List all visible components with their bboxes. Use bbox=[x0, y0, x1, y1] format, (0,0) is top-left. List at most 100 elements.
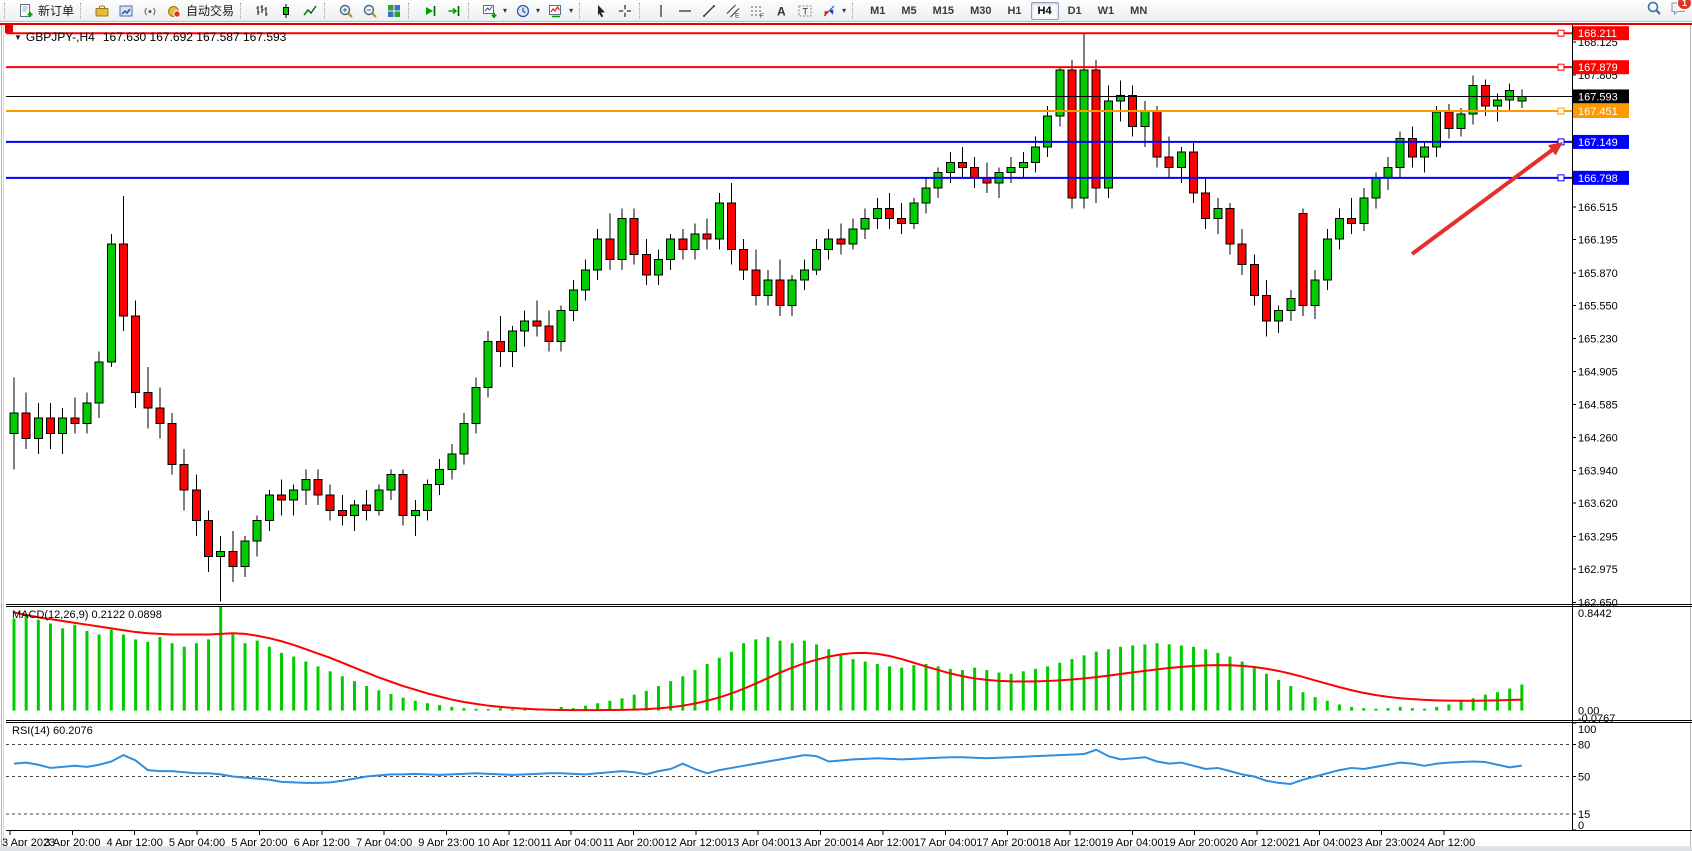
timeframe-button-mn[interactable]: MN bbox=[1130, 4, 1148, 17]
dropdown-caret-icon[interactable]: ▾ bbox=[842, 6, 847, 15]
price-tick-label: 166.515 bbox=[1578, 202, 1618, 214]
candle bbox=[264, 494, 274, 522]
active-window-handle[interactable] bbox=[5, 25, 13, 33]
candle bbox=[167, 422, 177, 465]
chart-shift-button[interactable] bbox=[442, 1, 466, 20]
zoom-out-button[interactable] bbox=[358, 1, 382, 20]
price-line-label-box bbox=[1573, 26, 1629, 41]
candle bbox=[1249, 264, 1259, 296]
bar-chart-mode-button[interactable] bbox=[250, 1, 274, 20]
line-chart-mode-icon bbox=[302, 3, 318, 19]
market-watch-button[interactable] bbox=[114, 1, 138, 20]
new-order-button[interactable]: 新订单 bbox=[14, 1, 78, 20]
toolbar-grip bbox=[4, 2, 10, 19]
candle bbox=[1116, 95, 1126, 102]
auto-trading-button[interactable]: 自动交易 bbox=[162, 1, 238, 20]
candle bbox=[410, 509, 420, 516]
text-label-tool-icon: T bbox=[797, 3, 813, 19]
candle bbox=[45, 417, 55, 435]
line-chart-mode-button[interactable] bbox=[298, 1, 322, 20]
auto-scroll-button[interactable] bbox=[418, 1, 442, 20]
candle bbox=[33, 417, 43, 440]
candle bbox=[362, 504, 372, 511]
rsi-axis-label: 100 bbox=[1578, 724, 1596, 736]
dropdown-caret-icon[interactable]: ▾ bbox=[536, 6, 541, 15]
new-chart-button[interactable]: ▾ bbox=[478, 1, 511, 20]
price-axis: 168.125167.805166.515166.195165.870165.5… bbox=[1572, 26, 1629, 609]
horizontal-line-tool-button[interactable] bbox=[673, 1, 697, 20]
cursor-tool-button[interactable] bbox=[589, 1, 613, 20]
candle bbox=[1225, 207, 1235, 245]
new-order-button-label: 新订单 bbox=[38, 4, 75, 18]
line-handle[interactable] bbox=[1557, 63, 1565, 71]
timeframe-button-m5[interactable]: M5 bbox=[901, 4, 917, 17]
price-tick-label: 165.230 bbox=[1578, 333, 1618, 345]
zoom-in-button[interactable] bbox=[334, 1, 358, 20]
timeframe-button-m30[interactable]: M30 bbox=[970, 4, 992, 17]
price-line-label: 167.451 bbox=[1578, 106, 1618, 118]
candle bbox=[544, 325, 554, 342]
candle bbox=[459, 422, 469, 455]
dropdown-caret-icon[interactable]: ▾ bbox=[503, 6, 508, 15]
candle bbox=[1091, 69, 1101, 189]
profiles-button[interactable] bbox=[90, 1, 114, 20]
equidistant-channel-tool-button[interactable]: E bbox=[721, 1, 745, 20]
candle bbox=[277, 494, 287, 501]
fibonacci-tool-button[interactable]: F bbox=[745, 1, 769, 20]
line-handle[interactable] bbox=[1557, 107, 1565, 115]
signals-button[interactable] bbox=[138, 1, 162, 20]
vertical-line-tool-button[interactable] bbox=[649, 1, 673, 20]
rsi-axis-label: 15 bbox=[1578, 809, 1590, 821]
text-tool-button[interactable]: A bbox=[769, 1, 793, 20]
candle bbox=[617, 218, 627, 261]
candle bbox=[787, 279, 797, 307]
market-watch-icon bbox=[118, 3, 134, 19]
periods-button[interactable]: ▾ bbox=[511, 1, 544, 20]
toolbar: 新订单 自动交易 ▾ ▾ ▾ E F A T ▾ M1 M5 M15 M30 H1 H4 D1 W1 MN 1 bbox=[0, 0, 1692, 22]
candle bbox=[775, 279, 785, 307]
line-handle[interactable] bbox=[1557, 29, 1565, 37]
candle bbox=[836, 238, 846, 245]
candle bbox=[1310, 279, 1320, 307]
price-tick-label: 166.195 bbox=[1578, 235, 1618, 247]
candlestick-mode-button[interactable] bbox=[274, 1, 298, 20]
candle bbox=[82, 402, 92, 424]
search-icon bbox=[1646, 0, 1662, 16]
trend-arrow-annotation[interactable] bbox=[1410, 142, 1563, 256]
timeframe-button-w1[interactable]: W1 bbox=[1097, 4, 1115, 17]
candle bbox=[240, 540, 250, 568]
candle bbox=[1456, 113, 1466, 130]
crosshair-tool-icon bbox=[617, 3, 633, 19]
indicators-button[interactable]: ▾ bbox=[544, 1, 577, 20]
crosshair-tool-button[interactable] bbox=[613, 1, 637, 20]
line-handle[interactable] bbox=[1557, 174, 1565, 182]
timeframe-button-h4[interactable]: H4 bbox=[1030, 1, 1059, 20]
text-label-tool-button[interactable]: T bbox=[793, 1, 817, 20]
rsi-axis-label: 50 bbox=[1578, 772, 1590, 784]
candle bbox=[702, 233, 712, 240]
candle bbox=[593, 238, 603, 271]
tile-windows-button[interactable] bbox=[382, 1, 406, 20]
trendline-tool-button[interactable] bbox=[697, 1, 721, 20]
timeframe-button-m1[interactable]: M1 bbox=[870, 4, 886, 17]
timeframe-button-h1[interactable]: H1 bbox=[1007, 4, 1022, 17]
search-button[interactable] bbox=[1646, 0, 1662, 21]
price-tick-label: 165.550 bbox=[1578, 301, 1618, 313]
candle bbox=[520, 320, 530, 332]
candle bbox=[252, 520, 262, 542]
arrows-tool-button[interactable]: ▾ bbox=[817, 1, 850, 20]
timeframe-button-d1[interactable]: D1 bbox=[1067, 4, 1082, 17]
price-tick-label: 163.620 bbox=[1578, 498, 1618, 510]
vertical-line-tool-icon bbox=[653, 3, 669, 19]
timeframe-button-m15[interactable]: M15 bbox=[932, 4, 955, 17]
chart-title-symbol: GBPJPY-,H4 bbox=[25, 30, 95, 44]
rsi-line bbox=[13, 748, 1522, 785]
chat-button[interactable]: 1 bbox=[1670, 0, 1692, 21]
auto-scroll-icon bbox=[422, 3, 438, 19]
candle bbox=[508, 330, 518, 353]
dropdown-caret-icon[interactable]: ▾ bbox=[569, 6, 574, 15]
zoom-in-icon bbox=[338, 3, 354, 19]
candle bbox=[641, 253, 651, 276]
macd-axis-zero: 0.00 bbox=[1578, 706, 1599, 718]
